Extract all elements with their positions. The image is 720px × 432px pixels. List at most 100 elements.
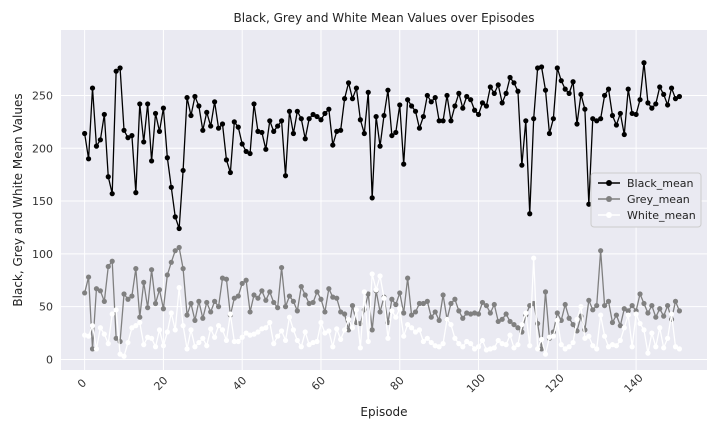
data-point-grey <box>464 310 470 316</box>
data-point-black <box>503 90 509 96</box>
data-point-black <box>609 112 616 119</box>
data-point-grey <box>617 323 623 329</box>
data-point-grey <box>97 288 103 294</box>
data-point-white <box>515 342 521 348</box>
data-point-black <box>377 143 383 149</box>
data-point-grey <box>538 346 545 352</box>
data-point-white <box>645 350 651 356</box>
data-point-black <box>322 110 328 117</box>
x-tick-label: 40 <box>230 374 249 393</box>
data-point-white <box>495 337 501 344</box>
data-point-grey <box>420 300 426 307</box>
data-point-grey <box>456 308 462 314</box>
data-point-grey <box>412 309 419 315</box>
data-point-grey <box>82 290 88 296</box>
x-axis-ticks: 0 20 40 60 80 100 120 140 <box>75 372 646 396</box>
data-point-grey <box>192 317 198 323</box>
data-point-grey <box>562 301 568 308</box>
y-tick-label: 250 <box>32 89 53 102</box>
data-point-grey <box>452 296 458 302</box>
data-point-white <box>215 323 222 329</box>
data-point-black <box>479 100 486 106</box>
data-point-white <box>345 316 352 322</box>
data-point-grey <box>113 335 119 341</box>
data-point-grey <box>590 307 596 313</box>
data-point-grey <box>428 314 434 320</box>
data-point-grey <box>164 272 170 278</box>
data-point-black <box>129 132 135 139</box>
data-point-grey <box>507 318 513 325</box>
data-point-black <box>538 64 545 70</box>
data-point-white <box>408 325 415 331</box>
data-point-black <box>570 79 576 85</box>
data-point-grey <box>156 287 163 293</box>
legend-entry-grey: Grey_mean <box>598 193 690 206</box>
data-point-white <box>598 312 604 318</box>
data-point-white <box>582 335 588 341</box>
data-point-white <box>160 343 167 349</box>
data-point-white <box>306 342 312 348</box>
data-point-grey <box>609 319 616 326</box>
data-point-grey <box>330 294 336 300</box>
data-point-white <box>412 329 419 335</box>
data-point-black <box>188 112 194 119</box>
data-point-white <box>460 344 466 350</box>
data-point-white <box>286 314 293 320</box>
data-point-grey <box>298 283 304 290</box>
data-point-white <box>349 325 356 331</box>
data-point-white <box>578 304 584 310</box>
data-point-grey <box>172 248 178 254</box>
data-point-grey <box>649 302 655 309</box>
data-point-black <box>487 84 493 90</box>
data-point-grey <box>93 286 100 292</box>
data-point-black <box>661 91 667 98</box>
data-point-grey <box>479 299 486 306</box>
data-point-grey <box>653 314 659 320</box>
data-point-black <box>141 139 147 145</box>
data-point-black <box>223 157 230 163</box>
data-point-white <box>535 346 541 352</box>
x-tick-label: 80 <box>388 374 407 393</box>
data-point-grey <box>598 248 604 254</box>
data-point-grey <box>286 293 293 299</box>
data-point-white <box>97 325 103 331</box>
data-point-grey <box>125 296 131 302</box>
series-white <box>82 255 683 359</box>
data-point-grey <box>306 300 312 307</box>
data-point-white <box>613 343 620 349</box>
data-point-grey <box>326 286 332 292</box>
data-point-grey <box>554 310 560 316</box>
data-point-grey <box>515 325 521 331</box>
data-point-white <box>420 338 426 345</box>
data-point-white <box>609 342 616 348</box>
data-point-black <box>255 128 261 134</box>
y-tick-label: 100 <box>32 248 53 261</box>
data-point-grey <box>491 301 497 308</box>
data-point-black <box>393 129 399 136</box>
data-point-white <box>137 319 143 326</box>
data-point-black <box>416 125 423 131</box>
data-point-black <box>460 105 466 111</box>
data-point-white <box>637 320 643 327</box>
data-point-black <box>554 65 560 71</box>
data-point-grey <box>542 289 549 295</box>
data-point-black <box>310 111 316 118</box>
data-point-black <box>219 121 226 127</box>
legend-entry-black: Black_mean <box>598 177 693 190</box>
data-point-black <box>227 169 233 176</box>
legend-marker-white <box>606 212 612 218</box>
data-point-white <box>184 346 190 352</box>
data-point-white <box>487 346 493 352</box>
data-point-white <box>393 314 399 320</box>
data-point-white <box>574 316 580 322</box>
data-point-black <box>345 80 352 86</box>
data-point-white <box>180 323 186 329</box>
data-point-white <box>389 308 395 314</box>
data-point-black <box>247 150 253 157</box>
data-point-black <box>342 96 348 102</box>
data-point-black <box>113 68 119 74</box>
data-point-white <box>436 344 442 350</box>
data-point-grey <box>318 296 324 302</box>
data-point-black <box>408 103 415 109</box>
data-point-white <box>523 310 529 316</box>
